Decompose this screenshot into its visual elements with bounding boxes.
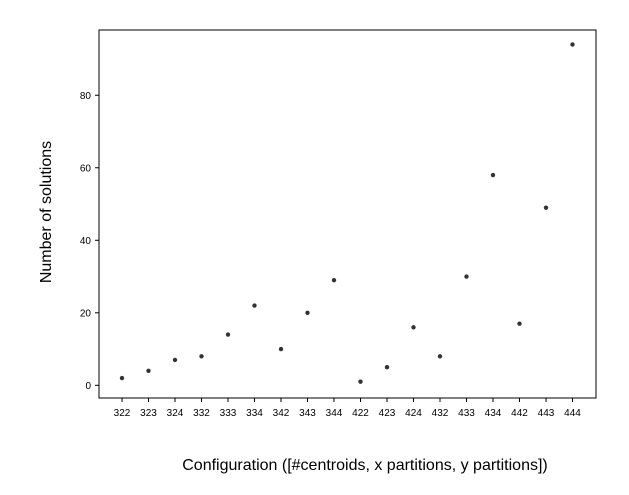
x-tick-label: 332 [193,408,210,419]
data-point [199,354,204,359]
x-tick-label: 422 [352,408,369,419]
x-tick-label: 342 [273,408,290,419]
data-point [305,310,310,315]
x-tick-label: 433 [458,408,475,419]
plot-area [98,29,597,399]
y-tick-label: 60 [80,163,92,174]
y-tick-label: 40 [80,236,92,247]
x-tick-label: 434 [485,408,502,419]
x-tick-label: 343 [299,408,316,419]
data-point [278,346,284,352]
x-tick-label: 344 [326,408,343,419]
data-point [411,325,416,330]
data-point [225,332,231,337]
data-point [172,357,178,363]
x-axis-label: Configuration ([#centroids, x partitions… [182,457,548,474]
x-tick-label: 324 [167,408,184,419]
data-point [437,354,443,359]
x-tick-label: 423 [379,408,396,419]
data-point [543,205,549,210]
data-point [119,375,125,381]
y-axis-label: Number of solutions [38,141,55,283]
x-tick-label: 442 [511,408,528,419]
x-tick-label: 424 [405,408,422,419]
data-point [146,368,151,374]
data-point [570,42,575,47]
x-tick-label: 334 [246,408,263,419]
data-point [490,172,496,178]
y-tick-label: 20 [80,308,92,319]
x-tick-label: 333 [220,408,237,419]
x-tick-label: 323 [140,408,157,419]
y-axis-ticks: 0 20 40 60 80 [80,91,99,392]
data-point [384,364,390,370]
x-tick-label: 443 [538,408,555,419]
x-tick-label: 322 [114,408,131,419]
y-tick-label: 0 [85,381,91,392]
y-tick-label: 80 [80,91,92,102]
data-point [358,379,363,384]
x-axis-ticks: 322 323 324 332 333 334 342 343 344 422 423 424 432 4… [114,398,581,419]
data-point [331,277,337,283]
data-point [464,274,469,279]
x-tick-label: 444 [564,408,581,419]
data-point [252,303,257,308]
data-point [517,321,522,326]
data-points [119,42,575,384]
x-tick-label: 432 [432,408,449,419]
